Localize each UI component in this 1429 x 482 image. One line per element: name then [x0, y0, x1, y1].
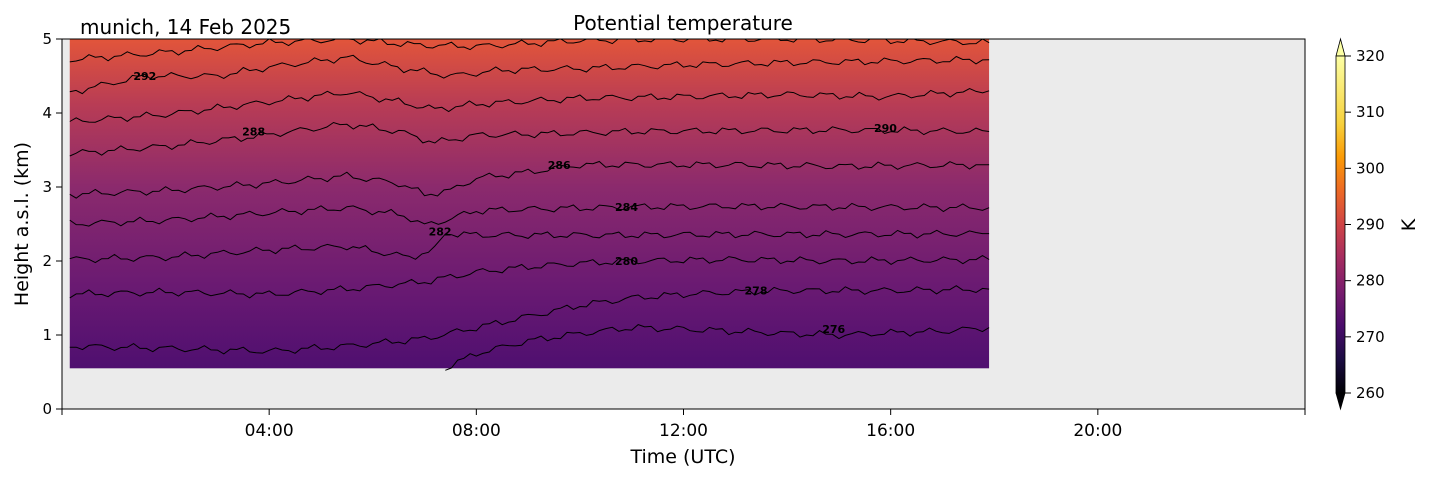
x-axis-ticks: 04:00 08:00 12:00 16:00 20:00 — [61, 409, 1306, 441]
contour-line — [69, 160, 990, 199]
contour-line — [69, 87, 990, 123]
colorbar-tick-label: 280 — [1356, 272, 1385, 290]
y-tick-label: 4 — [42, 104, 52, 122]
x-tick-label: 12:00 — [659, 421, 708, 441]
contour-label: 288 — [242, 126, 265, 139]
colorbar-ticks: 260 270 280 290 300 310 320 — [1345, 47, 1385, 402]
contour-line — [69, 39, 990, 63]
contour-line — [69, 285, 990, 355]
chart-title: Potential temperature — [573, 11, 793, 35]
colorbar-gradient — [1335, 55, 1346, 394]
location-date-label: munich, 14 Feb 2025 — [80, 15, 291, 39]
colorbar-tick-label: 260 — [1356, 384, 1385, 402]
contour-labels: 292 290 288 286 284 282 280 278 276 — [133, 70, 897, 336]
contour-label: 286 — [548, 159, 571, 172]
contour-line — [69, 54, 990, 95]
contour-label: 276 — [822, 323, 845, 336]
colorbar-tick-label: 290 — [1356, 216, 1385, 234]
contour-label: 290 — [874, 122, 897, 135]
x-tick-label: 16:00 — [866, 421, 915, 441]
colorbar-tick-label: 300 — [1356, 159, 1385, 177]
x-tick-label: 08:00 — [452, 421, 501, 441]
y-tick-label: 2 — [42, 252, 52, 270]
y-tick-label: 1 — [42, 326, 52, 344]
y-tick-label: 0 — [42, 400, 52, 418]
contour-line — [69, 202, 990, 227]
contour-label: 282 — [429, 225, 452, 238]
colorbar-extend-high — [1335, 37, 1346, 57]
y-tick-label: 5 — [42, 30, 52, 48]
colorbar-tick-label: 270 — [1356, 328, 1385, 346]
colorbar-tick-label: 320 — [1356, 47, 1385, 65]
contour-lines — [69, 39, 990, 371]
colorbar-tick-label: 310 — [1356, 103, 1385, 121]
colorbar-extend-low — [1335, 392, 1346, 411]
x-axis-label: Time (UTC) — [629, 446, 735, 468]
y-tick-label: 3 — [42, 178, 52, 196]
contour-line — [69, 229, 990, 264]
y-axis-label: Height a.s.l. (km) — [11, 142, 33, 306]
y-axis-ticks: 0 1 2 3 4 5 — [42, 30, 62, 418]
colorbar: 260 270 280 290 300 310 320 K — [1335, 37, 1420, 411]
potential-temperature-field — [69, 39, 990, 369]
contour-label: 292 — [133, 70, 156, 83]
contour-line — [445, 324, 990, 371]
x-tick-label: 20:00 — [1073, 421, 1122, 441]
contour-label: 278 — [745, 285, 768, 298]
x-tick-label: 04:00 — [245, 421, 294, 441]
contour-line — [69, 255, 990, 299]
contour-label: 284 — [615, 201, 638, 214]
contour-line — [69, 121, 990, 157]
colorbar-label: K — [1398, 218, 1420, 231]
contour-label: 280 — [615, 255, 638, 268]
